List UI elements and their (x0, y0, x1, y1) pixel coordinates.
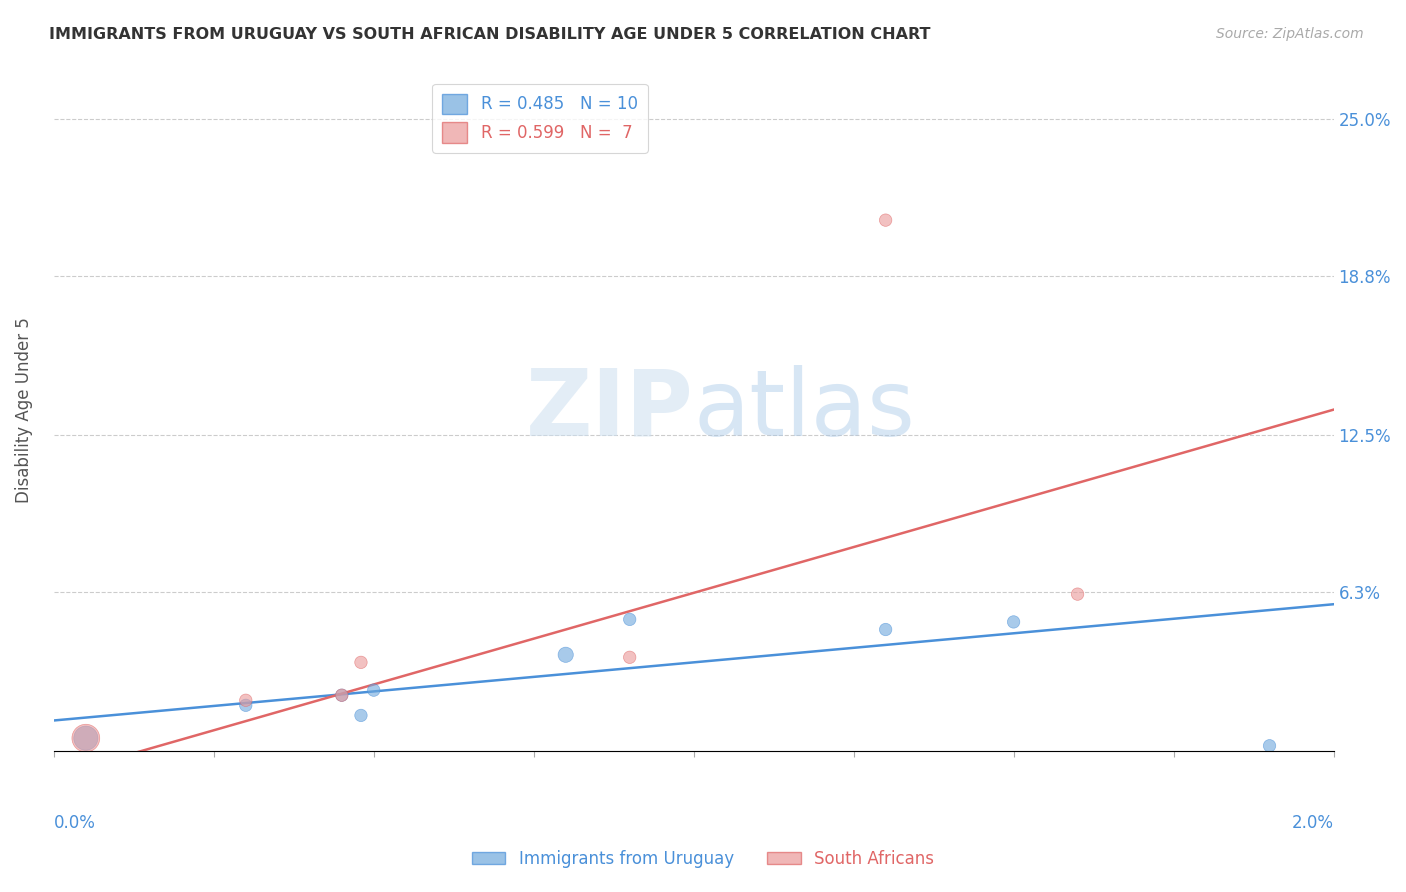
Point (1002, 615, 1025, 629)
Point (363, 683, 385, 698)
Point (330, 688, 353, 702)
Y-axis label: Disability Age Under 5: Disability Age Under 5 (15, 317, 32, 502)
Point (330, 688, 353, 702)
Point (235, 698, 257, 713)
Text: ZIP: ZIP (526, 365, 693, 455)
Text: Source: ZipAtlas.com: Source: ZipAtlas.com (1216, 27, 1364, 41)
Legend: Immigrants from Uruguay, South Africans: Immigrants from Uruguay, South Africans (465, 844, 941, 875)
Text: 0.0%: 0.0% (53, 814, 96, 832)
Point (875, 213, 897, 227)
Point (619, 612, 641, 626)
Text: IMMIGRANTS FROM URUGUAY VS SOUTH AFRICAN DISABILITY AGE UNDER 5 CORRELATION CHAR: IMMIGRANTS FROM URUGUAY VS SOUTH AFRICAN… (49, 27, 931, 42)
Text: atlas: atlas (693, 365, 915, 455)
Point (350, 708, 373, 723)
Point (875, 623, 897, 637)
Point (1258, 739, 1281, 753)
Point (1066, 587, 1088, 601)
Point (619, 650, 641, 665)
Point (75, 731, 97, 746)
Point (350, 656, 373, 670)
Legend: R = 0.485   N = 10, R = 0.599   N =  7: R = 0.485 N = 10, R = 0.599 N = 7 (433, 84, 648, 153)
Point (235, 693, 257, 707)
Text: 2.0%: 2.0% (1292, 814, 1333, 832)
Point (554, 648, 576, 662)
Point (75, 731, 97, 746)
